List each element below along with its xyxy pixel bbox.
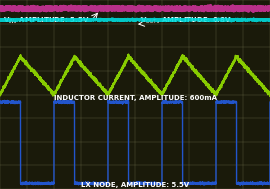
Text: LX NODE, AMPLITUDE: 5.5V: LX NODE, AMPLITUDE: 5.5V — [81, 182, 189, 188]
Text: INDUCTOR CURRENT, AMPLITUDE: 600mA: INDUCTOR CURRENT, AMPLITUDE: 600mA — [53, 95, 217, 101]
Text: V$_{IN}$, AMPLITUDE: 5.5V: V$_{IN}$, AMPLITUDE: 5.5V — [3, 16, 89, 26]
Text: V$_{OUT}$, AMPLITUDE: 0.8V: V$_{OUT}$, AMPLITUDE: 0.8V — [140, 16, 232, 26]
